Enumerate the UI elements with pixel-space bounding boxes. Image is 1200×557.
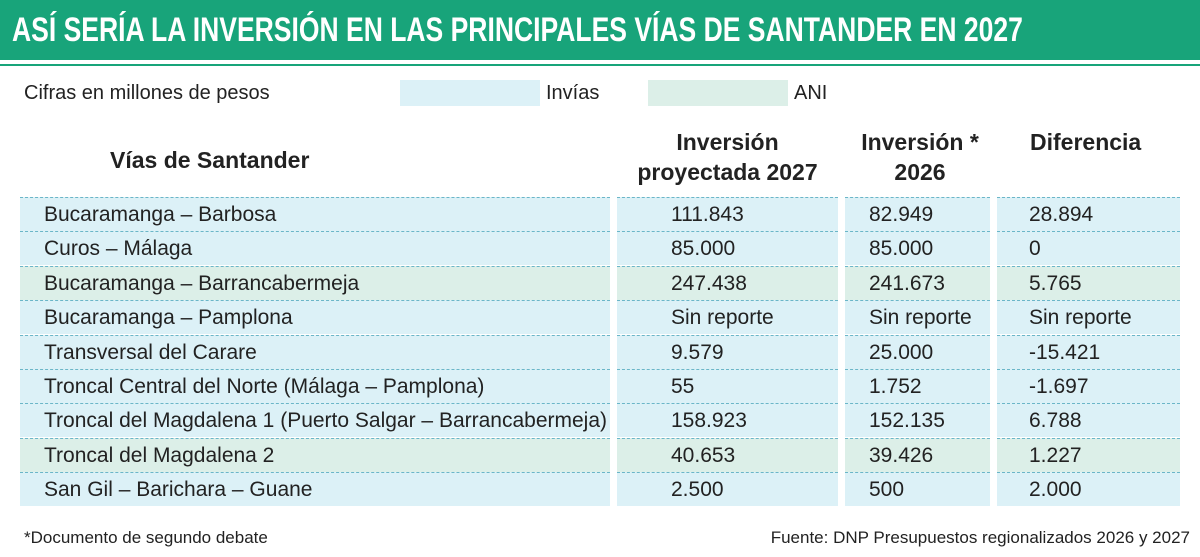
table-cell: Bucaramanga – Pamplona	[20, 300, 610, 335]
table-cell: 500	[845, 472, 990, 507]
table-cell: -15.421	[997, 334, 1180, 369]
table-cell: 2.000	[997, 472, 1180, 507]
legend-label: Invías	[546, 82, 600, 104]
table-cell: Bucaramanga – Barbosa	[20, 197, 610, 231]
table-cell: -1.697	[997, 369, 1180, 403]
table-cell: 85.000	[845, 231, 990, 266]
table-cell: 55	[617, 369, 838, 403]
table-cell: 39.426	[845, 437, 990, 472]
column-header: Inversión proyectada 2027	[637, 129, 818, 185]
table-cell: Bucaramanga – Barrancabermeja	[20, 265, 610, 300]
table-cell: 241.673	[845, 265, 990, 300]
table-cell: 5.765	[997, 265, 1180, 300]
table-cell: 2.500	[617, 472, 838, 507]
divider	[0, 64, 1200, 66]
legend-swatch	[648, 80, 788, 106]
table-cell: Troncal del Magdalena 2	[20, 437, 610, 472]
table-cell: Troncal del Magdalena 1 (Puerto Salgar –…	[20, 403, 610, 438]
table-cell: Sin reporte	[997, 300, 1180, 335]
source: Fuente: DNP Presupuestos regionalizados …	[770, 528, 1190, 547]
table-cell: 82.949	[845, 197, 990, 231]
column-header: Diferencia	[1030, 129, 1142, 155]
table-cell: 1.227	[997, 437, 1180, 472]
table-cell: 85.000	[617, 231, 838, 266]
table-cell: 0	[997, 231, 1180, 266]
table-cell: 9.579	[617, 334, 838, 369]
table-cell: Sin reporte	[617, 300, 838, 335]
table-cell: 28.894	[997, 197, 1180, 231]
table-cell: San Gil – Barichara – Guane	[20, 472, 610, 507]
table-cell: 111.843	[617, 197, 838, 231]
table-cell: 25.000	[845, 334, 990, 369]
column-header: Inversión * 2026	[861, 129, 979, 185]
table-cell: Troncal Central del Norte (Málaga – Pamp…	[20, 369, 610, 403]
column-header: Vías de Santander	[110, 147, 310, 173]
table-cell: 152.135	[845, 403, 990, 438]
table-cell: Curos – Málaga	[20, 231, 610, 266]
table-cell: 6.788	[997, 403, 1180, 438]
table-cell: 247.438	[617, 265, 838, 300]
legend-swatch	[400, 80, 540, 106]
title-bar: ASÍ SERÍA LA INVERSIÓN EN LAS PRINCIPALE…	[0, 0, 1200, 60]
title: ASÍ SERÍA LA INVERSIÓN EN LAS PRINCIPALE…	[12, 11, 1023, 49]
table-cell: 40.653	[617, 437, 838, 472]
table-cell: Sin reporte	[845, 300, 990, 335]
subtitle: Cifras en millones de pesos	[24, 82, 270, 104]
table-cell: Transversal del Carare	[20, 334, 610, 369]
legend-label: ANI	[794, 82, 828, 104]
table-cell: 158.923	[617, 403, 838, 438]
table-cell: 1.752	[845, 369, 990, 403]
footnote: *Documento de segundo debate	[24, 528, 268, 547]
